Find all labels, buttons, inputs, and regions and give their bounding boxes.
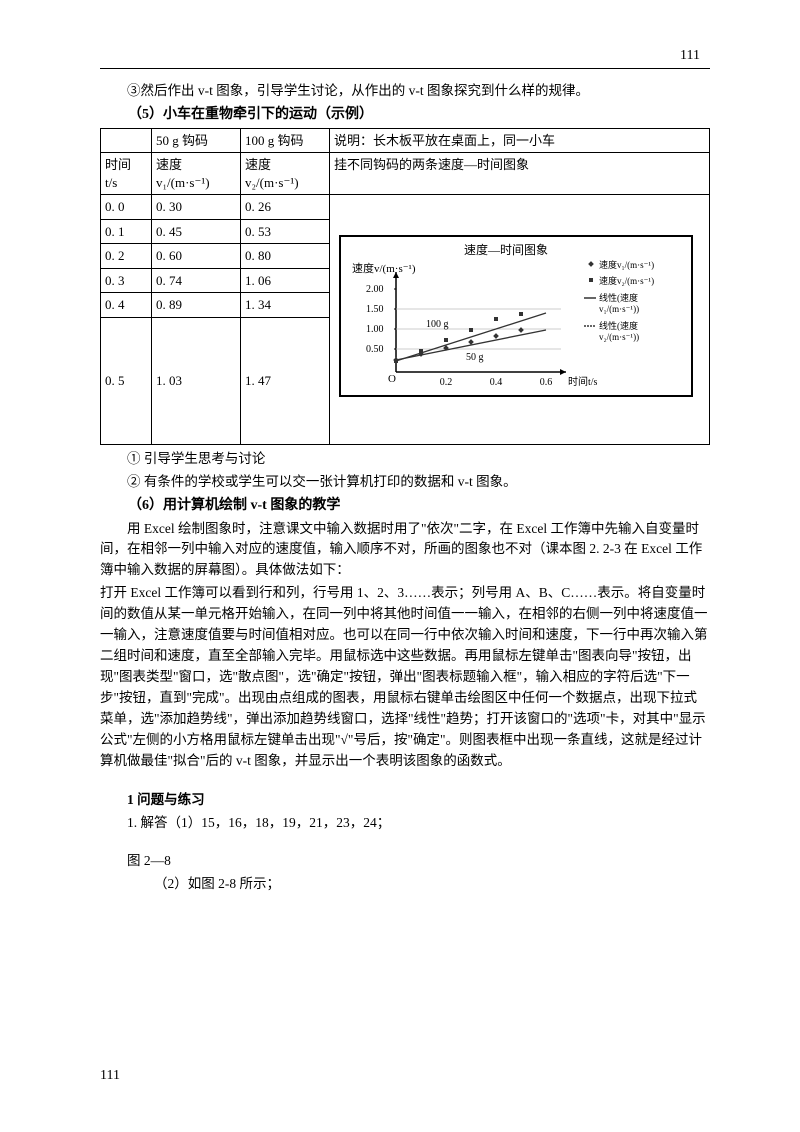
para-6b: 打开 Excel 工作簿可以看到行和列，行号用 1、2、3……表示；列号用 A、… [100, 583, 710, 771]
page-number-bottom: 111 [100, 1068, 120, 1084]
svg-text:v₂/(m·s⁻¹)): v₂/(m·s⁻¹)) [599, 332, 639, 342]
col-time-label: 时间 t/s [101, 153, 152, 195]
exercise-heading: 1 问题与练习 [100, 790, 710, 811]
chart-ylabel: 速度v/(m·s⁻¹) [352, 261, 416, 275]
heading-6: （6）用计算机绘制 v-t 图象的教学 [100, 495, 710, 517]
heading-5: （5）小车在重物牵引下的运动（示例） [100, 104, 710, 126]
line-label-50g: 50 g [466, 352, 484, 363]
line-label-100g: 100 g [426, 319, 449, 330]
exercise-1: 1. 解答（1）15，16，18，19，21，23，24； [100, 813, 710, 834]
page-number-top: 111 [680, 48, 700, 64]
svg-text:v₁/(m·s⁻¹)): v₁/(m·s⁻¹)) [599, 304, 639, 314]
figure-label: 图 2—8 [100, 851, 710, 872]
svg-text:1.00: 1.00 [366, 324, 384, 335]
chart-legend: 速度v₁/(m·s⁻¹) 速度v₂/(m·s⁻¹) 线性(速度 v₁/(m·s⁻… [584, 259, 654, 342]
exercise-2: （2）如图 2-8 所示； [100, 874, 710, 895]
svg-text:速度v₂/(m·s⁻¹): 速度v₂/(m·s⁻¹) [599, 275, 654, 286]
chart-origin: O [388, 373, 396, 385]
note1: 说明：长木板平放在桌面上，同一小车 [330, 128, 710, 153]
top-rule [100, 68, 710, 69]
para-step3: ③然后作出 v-t 图象，引导学生讨论，从作出的 v-t 图象探究到什么样的规律… [100, 81, 710, 102]
vt-chart: 速度—时间图象 速度v/(m·s⁻¹) O 0.50 1.00 1.50 [330, 226, 709, 413]
svg-text:速度v₁/(m·s⁻¹): 速度v₁/(m·s⁻¹) [599, 259, 654, 270]
svg-text:0.2: 0.2 [440, 377, 453, 388]
svg-text:1.50: 1.50 [366, 304, 384, 315]
table-row: 0. 00. 300. 26 速度—时间图象 速度v/(m·s⁻¹) [101, 195, 710, 220]
svg-text:0.50: 0.50 [366, 344, 384, 355]
svg-text:0.6: 0.6 [540, 377, 553, 388]
chart-title: 速度—时间图象 [464, 242, 548, 257]
col-v1-label: 速度 v₁/(m·s⁻¹) [152, 153, 241, 195]
chart-xlabel: 时间t/s [568, 375, 598, 388]
svg-text:线性(速度: 线性(速度 [599, 292, 638, 303]
note2: 挂不同钩码的两条速度—时间图象 [330, 153, 710, 195]
data-table: 50 g 钩码 100 g 钩码 说明：长木板平放在桌面上，同一小车 时间 t/… [100, 128, 710, 445]
svg-text:2.00: 2.00 [366, 284, 384, 295]
col-50g-header: 50 g 钩码 [152, 128, 241, 153]
series1-markers [393, 328, 524, 364]
col-v2-label: 速度 v₂/(m·s⁻¹) [241, 153, 330, 195]
para-6a: 用 Excel 绘制图象时，注意课文中输入数据时用了"依次"二字，在 Excel… [100, 519, 710, 582]
svg-text:线性(速度: 线性(速度 [599, 320, 638, 331]
para-step2: ② 有条件的学校或学生可以交一张计算机打印的数据和 v-t 图象。 [100, 472, 710, 493]
svg-text:0.4: 0.4 [490, 377, 503, 388]
para-step1: ① 引导学生思考与讨论 [100, 449, 710, 470]
col-100g-header: 100 g 钩码 [241, 128, 330, 153]
